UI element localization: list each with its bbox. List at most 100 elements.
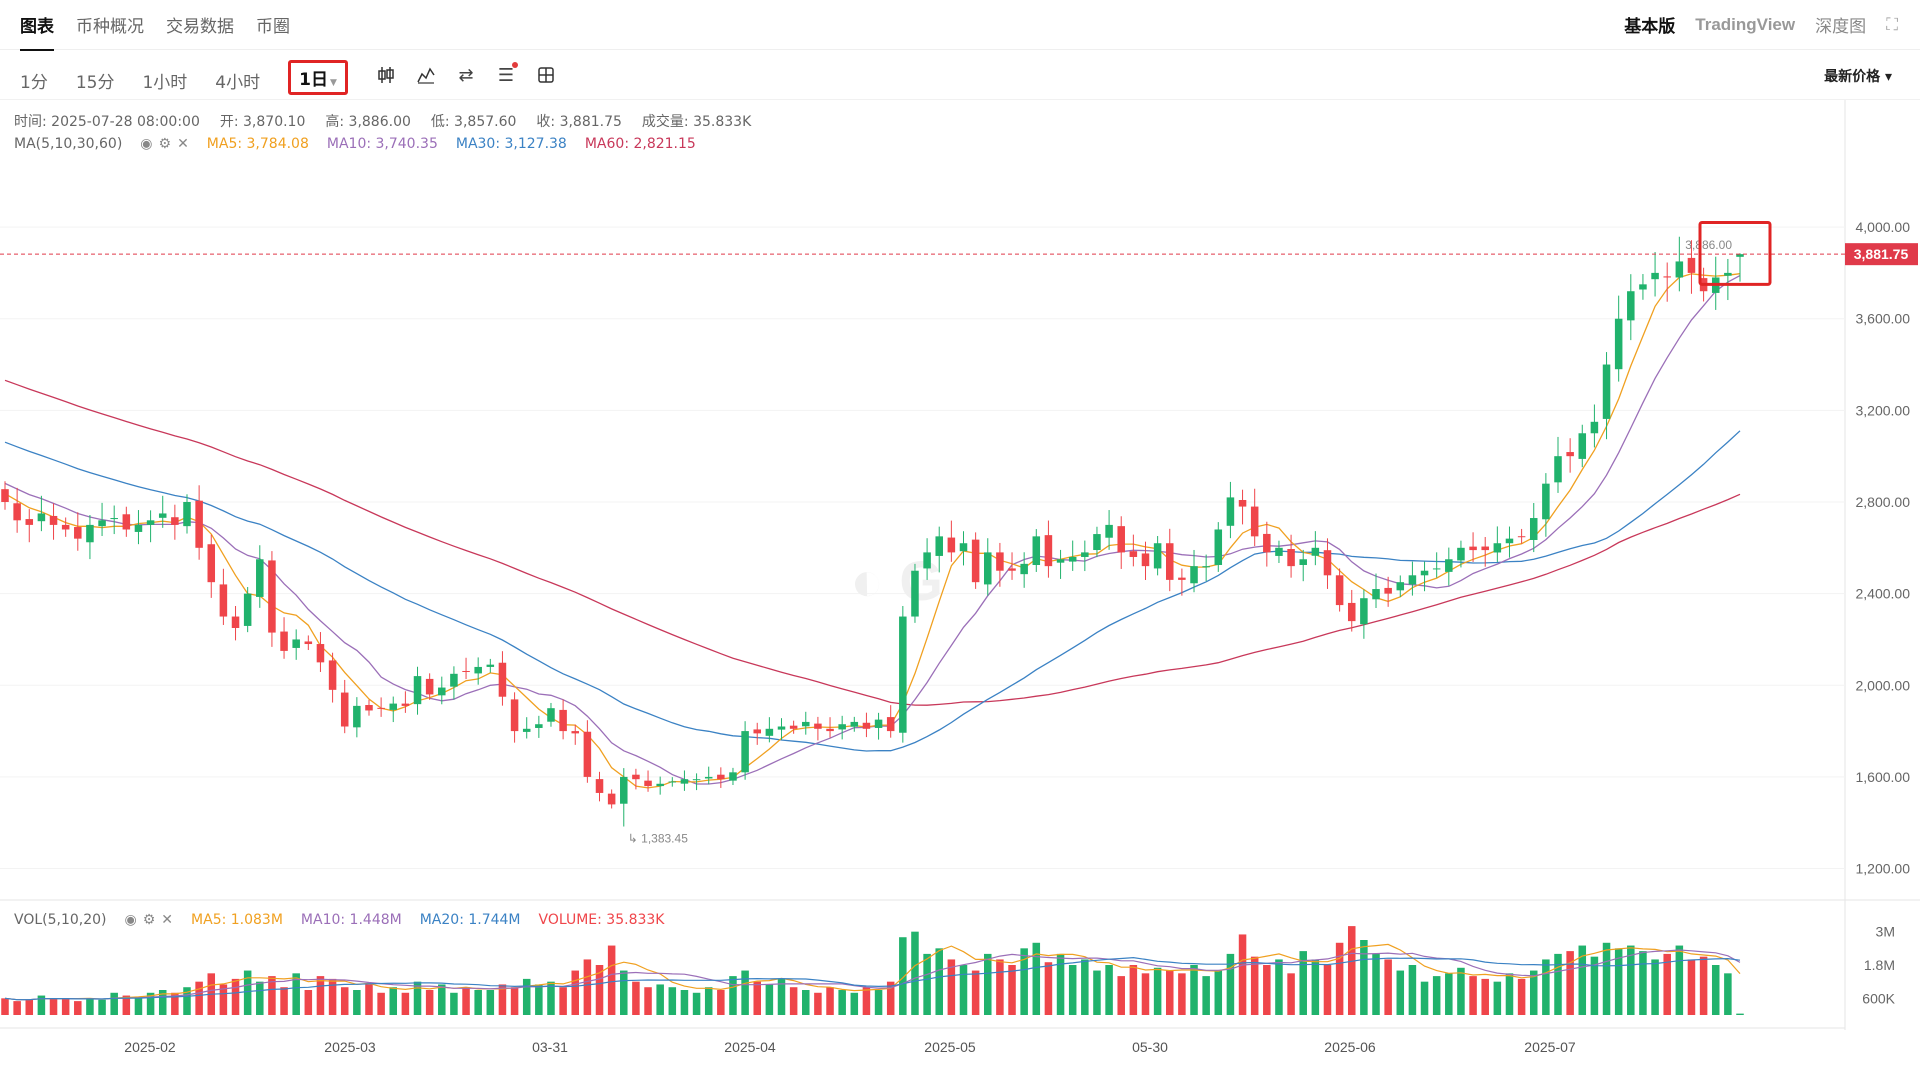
candle-type-icon[interactable]	[374, 64, 398, 86]
volume-bar	[98, 999, 106, 1015]
volume-bar	[1699, 956, 1708, 1015]
volume-bar	[1481, 978, 1489, 1015]
indicators-icon[interactable]	[414, 64, 438, 86]
chart-toolbar: 1分 15分 1小时 4小时 1日 ▼ ⇄ ☰ 最新价格 ▾	[0, 50, 1920, 100]
volume-bar	[353, 990, 361, 1015]
tab-crypto-circle[interactable]: 币圈	[256, 17, 290, 37]
volume-bar	[1554, 953, 1562, 1015]
volume-bar	[984, 953, 992, 1015]
ma5-value: MA5: 3,784.08	[206, 136, 309, 152]
volume-bar	[911, 931, 919, 1015]
interval-1d[interactable]: 1日 ▼	[288, 60, 348, 95]
volume-bar	[486, 990, 495, 1015]
tab-chart[interactable]: 图表	[20, 12, 54, 51]
candle-down	[1566, 452, 1574, 457]
candle-up	[183, 501, 191, 527]
volume-bar	[741, 970, 749, 1015]
candle-down	[1238, 499, 1247, 507]
view-tabs: 图表 币种概况 交易数据 币圈	[20, 12, 290, 51]
candle-up	[389, 703, 398, 710]
volume-bar	[183, 987, 191, 1015]
close-icon[interactable]: ✕	[161, 912, 174, 928]
ohlc-time: 时间: 2025-07-28 08:00:00	[14, 114, 200, 130]
price-chart[interactable]: 4,000.00 3,600.00 3,200.00 2,800.00 2,400.00…	[0, 100, 1920, 1080]
volume-bar	[280, 987, 288, 1015]
candle-down	[632, 774, 640, 780]
settings-list-icon[interactable]: ☰	[494, 62, 518, 86]
candle-down	[498, 662, 507, 697]
candle-down	[559, 709, 567, 732]
candle-up	[802, 721, 810, 727]
candle-up	[923, 552, 931, 569]
volume-bar	[1202, 976, 1210, 1015]
volume-bar	[74, 1001, 82, 1015]
volume-bar	[535, 984, 543, 1015]
volume-bar	[668, 987, 677, 1015]
candle-up	[1214, 529, 1223, 565]
volume-bar	[122, 995, 131, 1015]
volume-bar	[1250, 956, 1259, 1015]
volume-bar	[935, 948, 943, 1015]
volume-bar	[753, 981, 761, 1015]
volume-bar	[1505, 973, 1514, 1015]
x-tick-label: 05-30	[1132, 1039, 1168, 1055]
vol-tick-label: 3M	[1876, 924, 1895, 940]
volume-bar	[1287, 973, 1295, 1015]
candle-up	[134, 524, 143, 532]
interval-4h[interactable]: 4小时	[215, 73, 261, 93]
tab-coin-overview[interactable]: 币种概况	[76, 17, 144, 37]
volume-bar	[1020, 948, 1028, 1015]
candle-down	[61, 524, 70, 530]
volume-bar	[862, 987, 871, 1015]
volume-bar	[195, 981, 203, 1015]
volume-bar	[1214, 970, 1223, 1015]
price-type-dropdown[interactable]: 最新价格 ▾	[1824, 69, 1892, 85]
compare-icon[interactable]: ⇄	[458, 64, 474, 86]
interval-1m[interactable]: 1分	[20, 73, 48, 93]
candle-up	[1226, 497, 1235, 526]
volume-bar	[838, 990, 846, 1015]
volume-bar	[1627, 945, 1635, 1015]
candle-up	[547, 708, 555, 722]
gear-icon[interactable]: ⚙	[158, 136, 172, 152]
volume-bar	[256, 981, 264, 1015]
basic-mode-button[interactable]: 基本版	[1624, 17, 1676, 37]
candle-down	[753, 729, 761, 734]
candle-down	[1469, 546, 1477, 551]
candle-down	[789, 725, 798, 729]
candle-down	[377, 707, 385, 709]
candle-down	[644, 780, 652, 787]
vol-tick-label: 1.8M	[1864, 957, 1895, 973]
depth-chart-button[interactable]: 深度图	[1815, 17, 1867, 37]
interval-1h[interactable]: 1小时	[142, 73, 188, 93]
tab-trading-data[interactable]: 交易数据	[166, 17, 234, 37]
gear-icon[interactable]: ⚙	[142, 912, 156, 928]
fullscreen-icon[interactable]: ⛶	[1886, 14, 1898, 35]
min-price-annotation: ↳ 1,383.45	[628, 832, 688, 846]
vol-ma20-line	[4, 956, 1741, 1001]
volume-bar	[1614, 948, 1623, 1015]
candle-down	[74, 527, 82, 539]
close-icon[interactable]: ✕	[177, 136, 189, 152]
vol-tick-label: 600K	[1862, 990, 1895, 1006]
interval-15m[interactable]: 15分	[75, 73, 115, 93]
eye-icon[interactable]: ◉	[140, 136, 153, 152]
candle-up	[1457, 547, 1465, 561]
candle-down	[365, 705, 373, 711]
tradingview-mode-button[interactable]: TradingView	[1695, 14, 1796, 34]
ma30-value: MA30: 3,127.38	[455, 136, 567, 152]
volume-bar	[1420, 981, 1429, 1015]
volume-bar	[1044, 962, 1053, 1015]
candle-up	[984, 552, 992, 585]
volume-bar	[1141, 973, 1150, 1015]
eye-icon[interactable]: ◉	[124, 912, 137, 928]
candle-up	[1299, 559, 1307, 565]
layout-icon[interactable]	[534, 64, 558, 86]
volume-bar	[438, 984, 446, 1015]
candle-up	[413, 676, 422, 705]
candle-up	[1068, 556, 1077, 562]
candle-down	[717, 774, 725, 780]
candle-down	[1250, 506, 1259, 537]
ohlc-high: 高: 3,886.00	[325, 114, 411, 130]
volume-bar	[1457, 967, 1465, 1015]
